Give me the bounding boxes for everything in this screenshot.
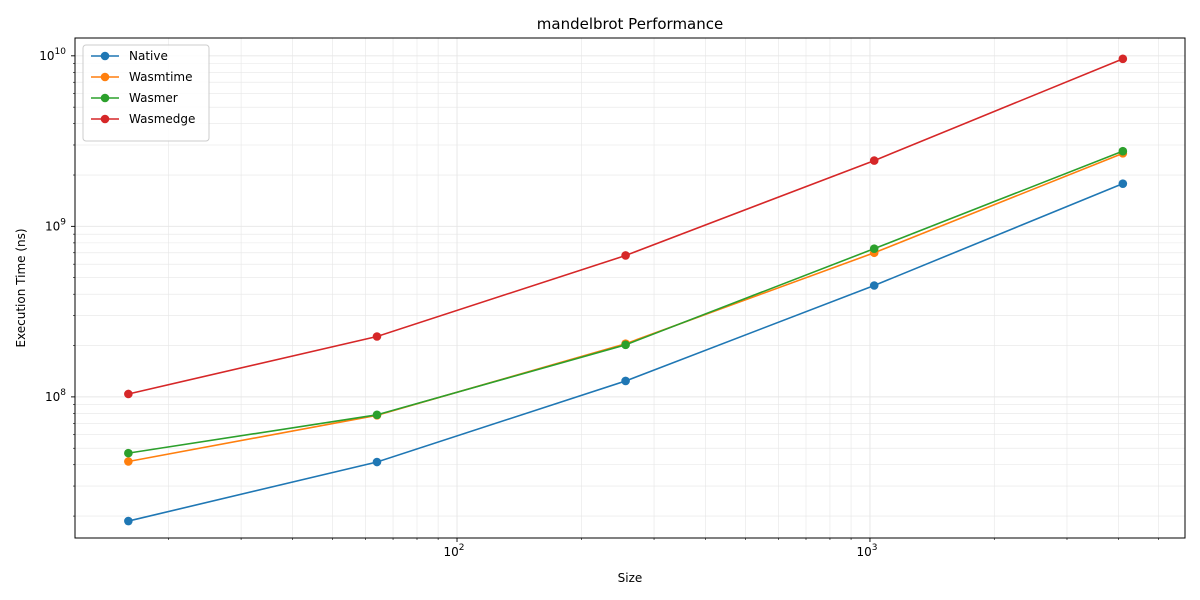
series-wasmedge [124, 54, 1128, 399]
legend: Native Wasmtime Wasmer Wasmedge [82, 44, 210, 142]
legend-label: Wasmer [129, 91, 178, 105]
legend-label: Native [129, 49, 168, 63]
data-point [124, 516, 133, 526]
data-point [621, 376, 630, 386]
y-tick-label: 1010 [39, 47, 66, 63]
x-tick-base: 10 [856, 545, 871, 559]
data-point [1118, 146, 1128, 156]
legend-marker [100, 93, 110, 103]
y-tick-exponent: 8 [60, 388, 66, 398]
legend-marker [100, 72, 110, 82]
x-tick-base: 10 [444, 545, 459, 559]
series-wasmer [124, 146, 1128, 458]
data-point [372, 457, 382, 467]
legend-box [82, 44, 210, 142]
series-wasmtime [124, 149, 1128, 466]
x-tick-exponent: 2 [459, 543, 465, 553]
data-point [869, 156, 879, 165]
legend-marker [100, 51, 110, 61]
legend-item: Native [91, 49, 168, 63]
data-point [869, 281, 879, 290]
data-point [124, 457, 133, 466]
plot-area [74, 37, 1186, 539]
y-tick-label: 109 [45, 217, 66, 233]
legend-label: Wasmedge [129, 112, 195, 126]
y-tick-exponent: 9 [60, 217, 66, 227]
chart-title: mandelbrot Performance [537, 15, 723, 33]
data-point [1118, 54, 1128, 64]
data-point [124, 448, 133, 458]
data-point [621, 340, 630, 350]
data-point [372, 332, 382, 341]
data-point [124, 389, 133, 399]
series-native [124, 179, 1128, 526]
series-layer [124, 54, 1128, 526]
x-tick-label: 102 [444, 543, 465, 559]
x-axis-label: Size [618, 571, 643, 585]
y-tick-exponent: 10 [55, 47, 67, 57]
x-tick-exponent: 3 [872, 543, 878, 553]
data-point [1118, 179, 1128, 188]
data-point [869, 244, 879, 253]
y-tick-base: 10 [45, 390, 60, 404]
y-tick-base: 10 [39, 49, 54, 63]
data-point [621, 251, 630, 260]
legend-marker [100, 114, 110, 124]
series-line [128, 150, 1124, 454]
legend-item: Wasmtime [91, 70, 193, 84]
legend-label: Wasmtime [129, 70, 193, 84]
y-tick-label: 108 [45, 388, 66, 404]
legend-item: Wasmer [91, 91, 178, 105]
data-point [372, 410, 382, 420]
x-tick-label: 103 [856, 543, 877, 559]
y-tick-base: 10 [45, 219, 60, 233]
legend-item: Wasmedge [91, 112, 195, 126]
grid [75, 38, 1185, 538]
y-axis-label: Execution Time (ns) [14, 228, 28, 347]
series-line [128, 152, 1124, 463]
